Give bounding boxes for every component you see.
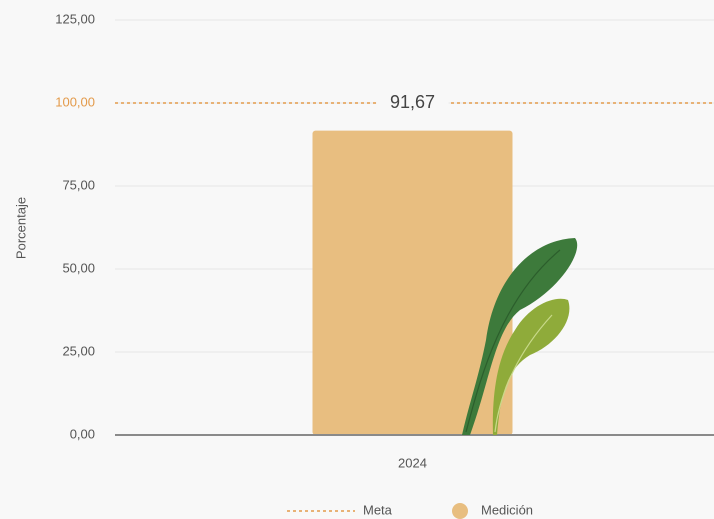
y-tick-label: 50,00 (62, 260, 95, 275)
legend-label: Meta (363, 502, 393, 517)
value-label: 91,67 (390, 92, 435, 112)
legend-label: Medición (481, 502, 533, 517)
bar (312, 130, 513, 436)
plot: 0,00 25,00 50,00 75,00 100,00 125,00 2024 91,67 (55, 11, 714, 470)
legend-swatch (452, 503, 468, 519)
value-label-bg (376, 91, 449, 115)
y-tick-label: 75,00 (62, 177, 95, 192)
plant-decoration (462, 238, 578, 435)
y-tick-label: 125,00 (55, 11, 95, 26)
y-axis-label: Porcentaje (13, 197, 28, 259)
y-tick-label: 25,00 (62, 343, 95, 358)
y-tick-label: 0,00 (70, 426, 95, 441)
y-tick-label: 100,00 (55, 94, 95, 109)
x-tick-label: 2024 (398, 455, 427, 470)
legend: Meta Medición (287, 502, 533, 519)
